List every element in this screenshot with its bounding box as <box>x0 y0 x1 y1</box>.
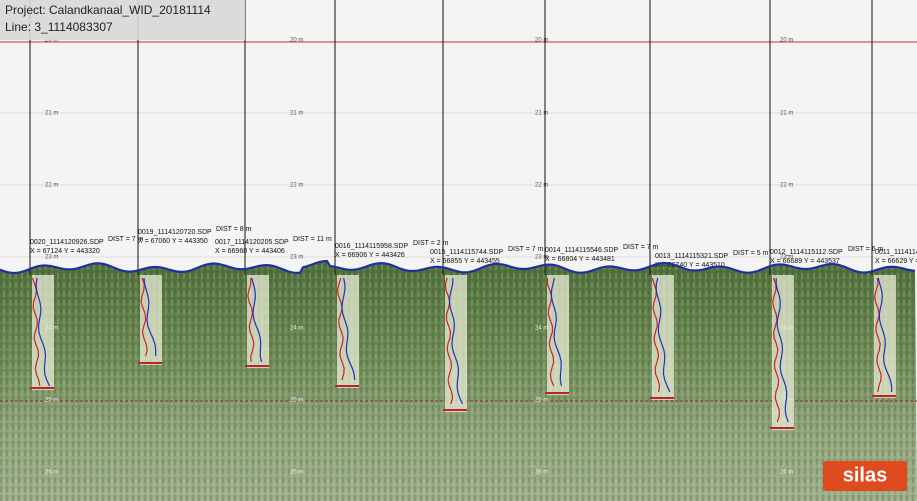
probe-coords: X = 66804 Y = 443481 <box>545 256 615 263</box>
depth-label: 23 m <box>290 255 303 261</box>
probe-column <box>772 275 794 430</box>
probe-file: 0013_1114115321.SDP <box>655 253 729 260</box>
depth-label: 22 m <box>780 183 793 189</box>
probe-column <box>652 275 674 400</box>
depth-label: 22 m <box>290 183 303 189</box>
depth-label: 21 m <box>45 111 58 117</box>
depth-label: 21 m <box>290 111 303 117</box>
depth-label: 26 m <box>290 470 303 476</box>
probe-coords: X = 66906 Y = 443426 <box>335 252 405 259</box>
depth-label: 24 m <box>290 326 303 332</box>
depth-label: 26 m <box>45 470 58 476</box>
probe-coords: X = 66960 Y = 443406 <box>215 248 285 255</box>
probe-coords: X = 67124 Y = 443320 <box>30 248 100 255</box>
probe-dist: DIST = 11 m <box>293 236 332 243</box>
probe-file: 0012_1114115112.SDP <box>770 249 843 256</box>
depth-label: 25 m <box>290 398 303 404</box>
depth-label: 23 m <box>45 255 58 261</box>
depth-label: 21 m <box>780 111 793 117</box>
depth-label: 26 m <box>780 470 793 476</box>
probe-dist: DIST = 5 m <box>733 250 769 257</box>
depth-label: 20 m <box>290 38 303 44</box>
depth-label: 21 m <box>535 111 548 117</box>
echogram-view: 20 m20 m20 m20 m21 m21 m21 m21 m22 m22 m… <box>0 0 917 501</box>
probe-dist: DIST = 8 m <box>216 226 252 233</box>
line-label: Line: 3_1114083307 <box>5 20 113 34</box>
probe-coords: X = 67060 Y = 443350 <box>138 238 208 245</box>
probe-file: 0020_1114120926.SDP <box>30 239 104 246</box>
probe-dist: DIST = 7 m <box>623 244 659 251</box>
probe-file: 0014_1114115546.SDP <box>545 247 619 254</box>
depth-label: 20 m <box>780 38 793 44</box>
depth-label: 22 m <box>45 183 58 189</box>
depth-label: 25 m <box>535 398 548 404</box>
probe-file: 0016_1114115958.SDP <box>335 243 409 250</box>
depth-label: 22 m <box>535 183 548 189</box>
depth-label: 26 m <box>535 470 548 476</box>
probe-coords: X = 66855 Y = 443455 <box>430 258 500 265</box>
depth-label: 20 m <box>535 38 548 44</box>
probe-file: 0015_1114115744.SDP <box>430 249 504 256</box>
depth-label: 24 m <box>535 326 548 332</box>
depth-label: 25 m <box>45 398 58 404</box>
probe-file: 0017_1114120205.SDP <box>215 239 289 246</box>
probe-file: 0019_1114120720.SDP <box>138 229 212 236</box>
project-label: Project: Calandkanaal_WID_20181114 <box>5 3 211 17</box>
probe-coords: X = 66629 Y = <box>875 258 917 265</box>
logo: silas <box>843 464 887 486</box>
probe-file: 0011_1114114 <box>875 249 917 256</box>
probe-dist: DIST = 7 m <box>508 246 544 253</box>
